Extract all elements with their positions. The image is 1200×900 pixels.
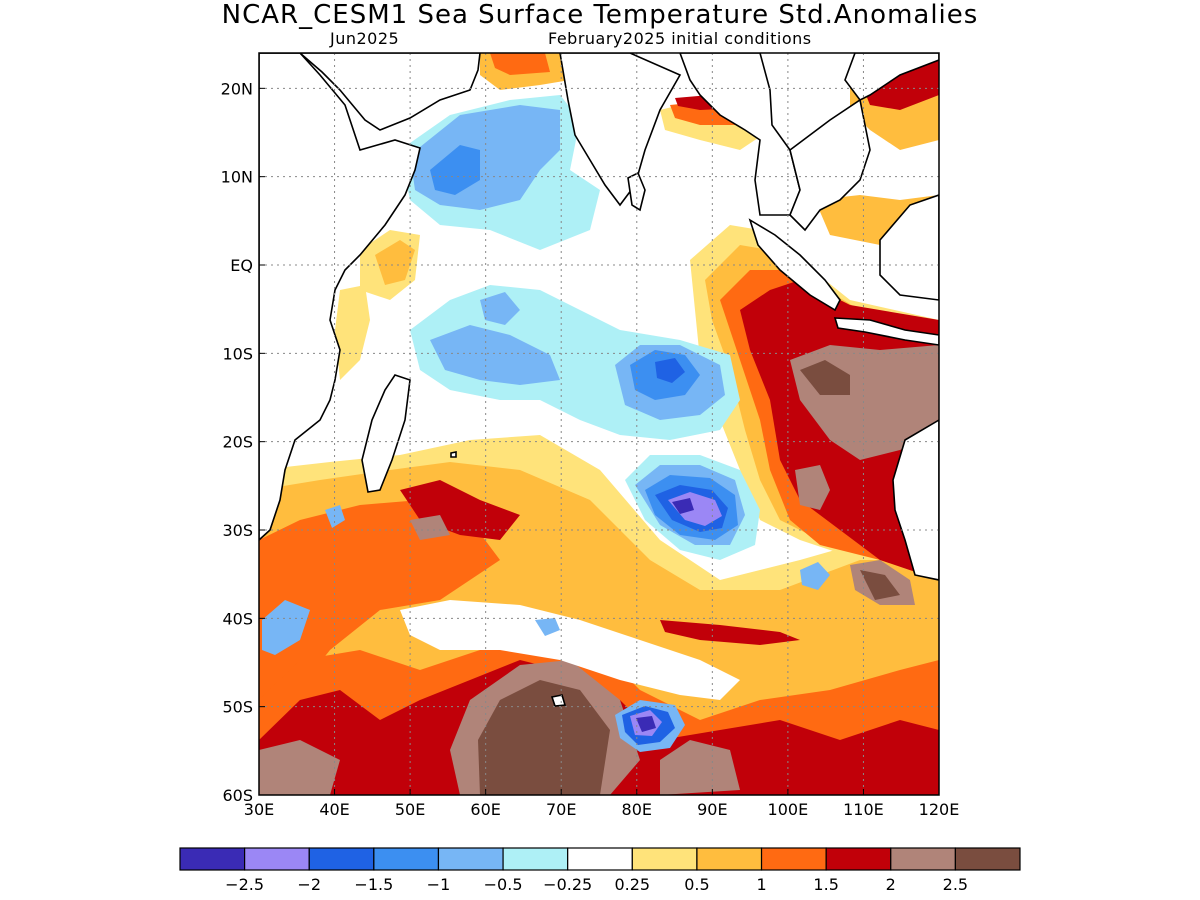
land-australia <box>892 419 939 581</box>
graticule <box>259 53 939 795</box>
colorbar-label: −1.5 <box>354 875 393 894</box>
x-tick-label: 60E <box>470 800 500 819</box>
land-madagascar <box>361 374 411 493</box>
colorbar-label: −0.25 <box>543 875 592 894</box>
south-cold-patch <box>535 618 560 636</box>
y-tick-label: 40S <box>222 609 253 628</box>
east-cold-small <box>800 562 830 590</box>
land-borneo <box>879 194 939 301</box>
south-eddy-25 <box>672 498 694 514</box>
red-streak <box>660 620 800 645</box>
x-tick-label: 40E <box>319 800 349 819</box>
colorbar-swatch <box>760 847 827 871</box>
colorbar-swatch <box>567 847 633 871</box>
colorbar-swatch <box>437 847 504 871</box>
south-white-band <box>400 600 740 700</box>
colorbar-swatch <box>954 847 1021 871</box>
y-tick-label: 60S <box>222 786 253 805</box>
north-arabian-sea-red <box>490 53 550 75</box>
y-tick-label: 20S <box>222 433 253 452</box>
colorbar-label: −2.5 <box>225 875 264 894</box>
y-tick-label: 20N <box>221 79 253 98</box>
plot-frame <box>258 52 940 796</box>
east-brown-2 <box>795 465 830 510</box>
colorbar-swatch <box>696 847 763 871</box>
colorbar-swatch <box>244 847 310 871</box>
brown-southwest <box>259 740 340 795</box>
anomaly-field <box>259 53 939 795</box>
initial-conditions: February2025 initial conditions <box>548 29 812 48</box>
land-indochina <box>844 53 939 102</box>
y-tick-label: EQ <box>230 256 253 275</box>
colorbar-label: −1 <box>427 875 451 894</box>
east-brown-4 <box>860 570 900 600</box>
land-arabia-africa <box>259 53 421 542</box>
somalia-orange <box>375 240 415 285</box>
colorbar-swatch <box>631 847 698 871</box>
colorbar-label: 1 <box>756 875 766 894</box>
colorbar-label: 0.5 <box>684 875 709 894</box>
x-tick-label: 90E <box>697 800 727 819</box>
red-blob-sw <box>400 480 520 540</box>
colorbar-swatch <box>179 847 246 871</box>
colorbar-label: 2.5 <box>943 875 968 894</box>
y-tick-label: 30S <box>222 521 253 540</box>
x-tick-label: 50E <box>395 800 425 819</box>
colorbar-label: 0.25 <box>614 875 650 894</box>
colorbar-swatch <box>308 847 375 871</box>
forecast-month: Jun2025 <box>330 29 400 48</box>
east-brown-dark <box>800 360 850 395</box>
colorbar-swatch <box>502 847 569 871</box>
colorbar-label: −0.5 <box>484 875 523 894</box>
land-mauritius <box>450 451 457 458</box>
colorbar-label: 2 <box>886 875 896 894</box>
map-title: NCAR_CESM1 Sea Surface Temperature Std.A… <box>221 0 979 30</box>
madagascar-channel-warm <box>335 285 370 380</box>
y-tick-label: 10N <box>221 168 253 187</box>
x-tick-label: 100E <box>768 800 809 819</box>
x-tick-label: 110E <box>843 800 884 819</box>
far-south-eddy-25 <box>636 716 656 732</box>
land-arabia-north <box>259 53 481 131</box>
colorbar-swatch <box>373 847 440 871</box>
x-tick-label: 30E <box>244 800 274 819</box>
east-central-cold-15 <box>655 358 685 383</box>
y-tick-label: 50S <box>222 698 253 717</box>
land-java <box>833 317 939 346</box>
land-malay <box>789 98 871 232</box>
brown-south-3 <box>660 740 740 795</box>
sw-cold-blob <box>262 600 310 655</box>
land-india <box>559 53 682 207</box>
colorbar-label: −2 <box>297 875 321 894</box>
cold-blob-small <box>480 292 520 325</box>
colorbar-boxes <box>179 847 1021 871</box>
colorbar-label: 1.5 <box>813 875 838 894</box>
scs-red <box>860 60 939 110</box>
central-cold-05 <box>430 325 560 385</box>
colorbar-swatch <box>825 847 892 871</box>
y-axis-ticks: 20N 10N EQ 10S 20S 30S 40S 50S 60S <box>221 79 265 805</box>
brown-south-2 <box>478 680 610 795</box>
arabian-cold-1 <box>430 145 480 195</box>
x-tick-label: 80E <box>622 800 652 819</box>
dark-orange-belt <box>259 500 500 720</box>
x-axis-ticks: 30E 40E 50E 60E 70E 80E 90E 100E 110E 120E <box>244 789 960 819</box>
land-bangladesh-burma <box>679 53 801 216</box>
land-kerguelen <box>550 694 567 707</box>
x-tick-label: 70E <box>546 800 576 819</box>
colorbar-swatch <box>890 847 956 871</box>
colorbar-labels: −2.5 −2 −1.5 −1 −0.5 −0.25 0.25 0.5 1 1.5 2 2.5 <box>225 875 968 894</box>
x-tick-label: 120E <box>919 800 960 819</box>
brown-small <box>410 515 450 540</box>
y-tick-label: 10S <box>222 344 253 363</box>
